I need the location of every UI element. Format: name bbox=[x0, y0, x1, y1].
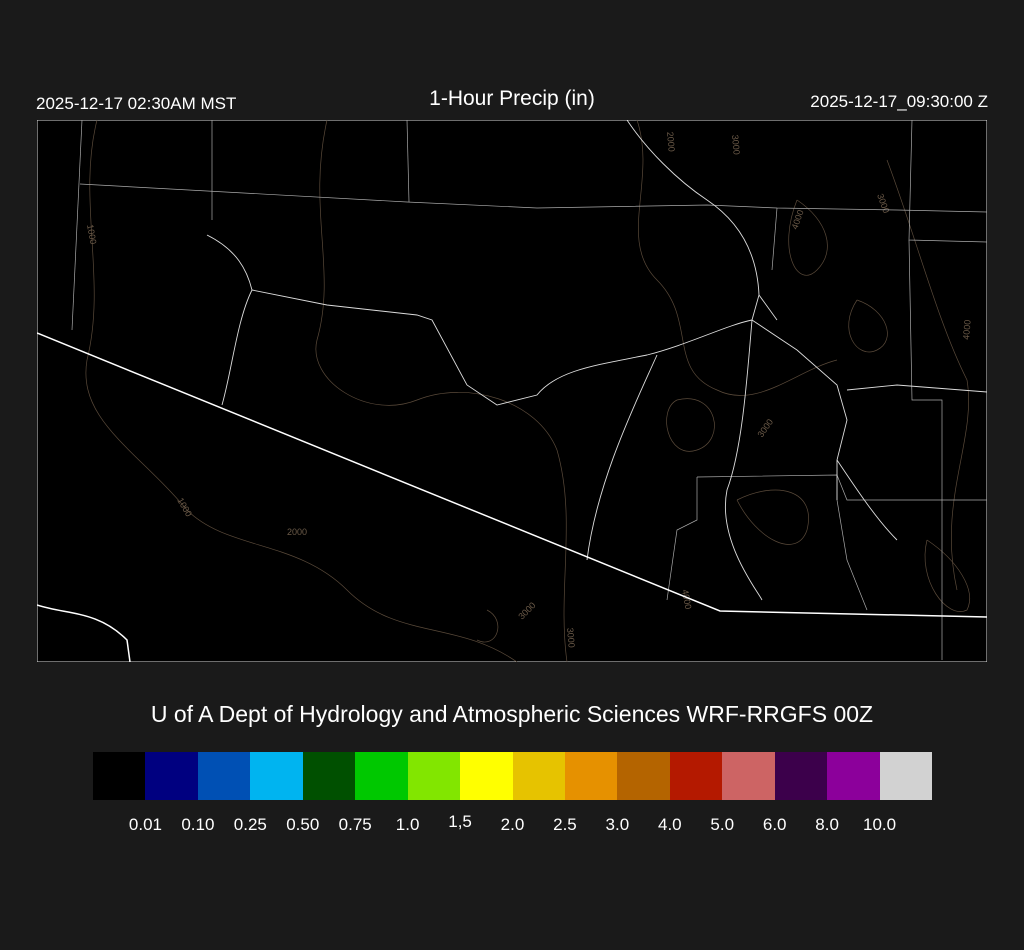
colorbar-label: 8.0 bbox=[815, 815, 839, 834]
colorbar-label: 2.5 bbox=[553, 815, 577, 834]
colorbar-swatch bbox=[93, 752, 146, 800]
colorbar-label: 3.0 bbox=[605, 815, 630, 834]
colorbar-label: 5.0 bbox=[710, 815, 735, 834]
colorbar-swatch bbox=[197, 752, 251, 800]
contour-label: 4000 bbox=[680, 589, 693, 610]
colorbar-swatch bbox=[302, 752, 356, 800]
state-and-road-lines bbox=[206, 120, 987, 601]
contour-label: 3000 bbox=[565, 627, 577, 648]
contour-label: 1000 bbox=[85, 224, 98, 245]
colorbar-label: 0.25 bbox=[233, 815, 267, 834]
colorbar-swatch bbox=[669, 752, 723, 800]
local-time: 2025-12-17 02:30AM MST bbox=[36, 94, 237, 113]
colorbar-swatch bbox=[774, 752, 828, 800]
colorbar bbox=[93, 752, 932, 800]
colorbar-swatch bbox=[879, 752, 932, 800]
contour-label: 2000 bbox=[287, 527, 307, 537]
colorbar-label: 10.0 bbox=[863, 815, 897, 834]
colorbar-label: 1,5 bbox=[448, 812, 472, 831]
colorbar-label: 0.10 bbox=[181, 815, 215, 834]
colorbar-swatch bbox=[145, 752, 198, 800]
colorbar-swatch bbox=[250, 752, 303, 800]
colorbar-swatch bbox=[407, 752, 461, 800]
colorbar-swatch bbox=[564, 752, 618, 800]
colorbar-swatch bbox=[617, 752, 670, 800]
contour-label: 2000 bbox=[665, 131, 677, 152]
contour-label: 4000 bbox=[961, 319, 973, 340]
colorbar-swatch bbox=[355, 752, 408, 800]
colorbar-label: 1.0 bbox=[395, 815, 420, 834]
contour-label: 3000 bbox=[730, 134, 742, 155]
map-background bbox=[37, 120, 987, 662]
colorbar-label: 0.75 bbox=[338, 815, 372, 834]
terrain-contours bbox=[85, 120, 970, 662]
colorbar-label: 4.0 bbox=[657, 815, 682, 834]
colorbar-swatch bbox=[827, 752, 880, 800]
colorbar-label: 0.50 bbox=[286, 815, 320, 834]
county-lines bbox=[71, 120, 987, 660]
colorbar-label: 2.0 bbox=[500, 815, 525, 834]
utc-time: 2025-12-17_09:30:00 Z bbox=[810, 92, 988, 111]
map-title: 1-Hour Precip (in) bbox=[429, 87, 595, 110]
precip-map: 1000 1000 2000 2000 3000 3000 3000 3000 … bbox=[37, 120, 987, 662]
colorbar-label: 6.0 bbox=[762, 815, 787, 834]
international-border bbox=[37, 332, 987, 662]
contour-label: 4000 bbox=[617, 387, 637, 397]
colorbar-swatch bbox=[460, 752, 513, 800]
colorbar-swatch bbox=[512, 752, 565, 800]
colorbar-swatch bbox=[722, 752, 775, 800]
credit-text: U of A Dept of Hydrology and Atmospheric… bbox=[150, 701, 874, 727]
colorbar-label: 0.01 bbox=[128, 815, 162, 834]
